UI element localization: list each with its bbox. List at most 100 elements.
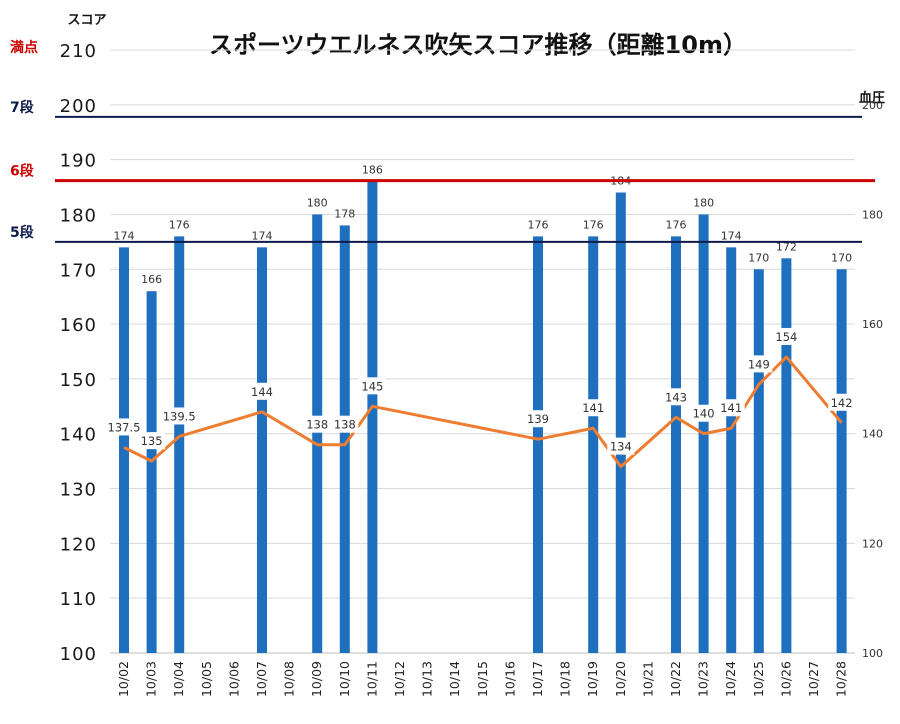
line-point-label: 134 [610,440,632,454]
line-point-label-bg [690,404,718,422]
line-point-label: 138 [306,418,328,432]
bar-data-label: 176 [583,218,604,231]
line-point-label-bg [662,388,690,406]
x-tick-label: 10/28 [834,661,849,697]
bar-data-label: 186 [362,164,383,177]
bar [174,236,185,653]
bar [671,236,681,653]
y-right-tick-label: 120 [862,537,883,550]
line-point-label: 138 [334,418,356,432]
line-series-path [123,355,843,469]
line-point-label-bg [331,415,359,433]
y-left-tick-label: 160 [60,315,97,336]
y-left-tick-label: 190 [60,151,97,172]
line-point-label-bg [248,382,276,400]
line-point-label: 149 [748,357,770,371]
y-left-tick-label: 170 [60,260,97,281]
y-right-tick-label: 140 [862,428,883,441]
line-point-label: 144 [251,385,273,399]
y-left-tick-label: 130 [60,480,97,501]
bar [367,181,378,653]
x-axis: 10/02 10/03 10/04 10/05 10/06 10/07 10/08 10/09… [116,661,849,697]
x-tick-label: 10/08 [282,661,297,697]
chart-title: スポーツウエルネス吹矢スコア推移（距離10m） [209,31,747,59]
x-tick-label: 10/03 [144,661,159,697]
line-point-label-bg [103,418,145,436]
x-tick-label: 10/27 [806,661,821,697]
bar-data-label: 174 [252,229,273,242]
y-left-tick-label: 180 [60,205,97,226]
line-point-label-bg [745,355,773,373]
bar [836,269,847,653]
x-tick-label: 10/18 [558,661,573,697]
y-left-axis-title: スコア [67,13,106,28]
x-tick-label: 10/26 [778,661,793,697]
line-point-label: 137.5 [108,420,141,434]
line-point-label: 139 [527,412,549,426]
line-point-label: 142 [831,396,853,410]
y-left-tick-label: 210 [60,41,97,62]
x-tick-label: 10/15 [475,661,490,697]
x-tick-label: 10/17 [530,661,545,697]
y-right-tick-label: 200 [862,99,883,112]
reference-line-label: 7段 [10,99,34,116]
bar [146,291,157,653]
y-left-tick-label: 120 [60,534,97,555]
line-point-label-bg [524,410,552,428]
reference-line-label: 5段 [10,224,34,241]
y-left-axis: 100 110 120 130 140 150 160 170 180 190 200 210 [60,41,97,665]
bar-data-label: 178 [334,207,355,220]
bar-data-label: 176 [528,218,549,231]
y-left-tick-label: 140 [60,425,97,446]
line-point-label-bg [358,377,386,395]
bar-data-label: 170 [831,251,852,264]
y-left-tick-label: 110 [60,589,97,610]
bar-data-label: 166 [141,273,162,286]
line-point-label-bg [138,432,166,450]
x-tick-label: 10/14 [447,661,462,697]
bar-series: 1741661761741801781861761761841761801741… [114,164,852,654]
x-tick-label: 10/24 [723,661,738,697]
x-tick-label: 10/25 [751,661,766,697]
bar-data-label: 172 [776,240,797,253]
reference-lines: 満点 7段 6段 5段 [10,39,875,243]
bar-data-label: 176 [169,218,190,231]
bar-data-label: 180 [307,196,328,209]
x-tick-label: 10/07 [254,661,269,697]
bar [588,236,599,653]
line-point-label-bg [717,399,745,417]
bar [533,236,543,653]
line-point-label: 140 [693,407,715,421]
x-tick-label: 10/12 [392,661,407,697]
x-tick-label: 10/19 [585,661,600,697]
line-point-label: 135 [141,434,163,448]
line-point-label: 154 [775,330,797,344]
y-left-tick-label: 150 [60,370,97,391]
x-tick-label: 10/06 [226,661,241,697]
y-right-tick-label: 180 [862,208,883,221]
x-tick-label: 10/10 [337,661,352,697]
line-point-label-bg [579,399,607,417]
bar-data-label: 174 [114,229,135,242]
reference-line-label: 6段 [10,163,34,180]
line-point-label-bg [607,437,635,455]
y-right-axis: 100 120 140 160 180 200 [862,99,883,660]
bar [119,247,129,653]
line-point-label: 139.5 [163,409,196,423]
y-right-axis-title: 血圧 [859,90,885,106]
x-tick-label: 10/21 [640,661,655,697]
reference-line-label: 満点 [10,39,38,56]
line-point-label: 143 [665,390,687,404]
bar [339,225,350,653]
x-tick-label: 10/16 [502,661,517,697]
x-tick-label: 10/11 [364,661,379,697]
line-point-label: 141 [720,401,742,415]
x-tick-label: 10/22 [668,661,683,697]
bar [312,214,323,654]
bar [753,269,764,653]
y-left-tick-label: 100 [60,644,97,665]
bar [257,247,267,653]
bar-data-label: 174 [721,229,742,242]
y-left-tick-label: 200 [60,96,97,117]
